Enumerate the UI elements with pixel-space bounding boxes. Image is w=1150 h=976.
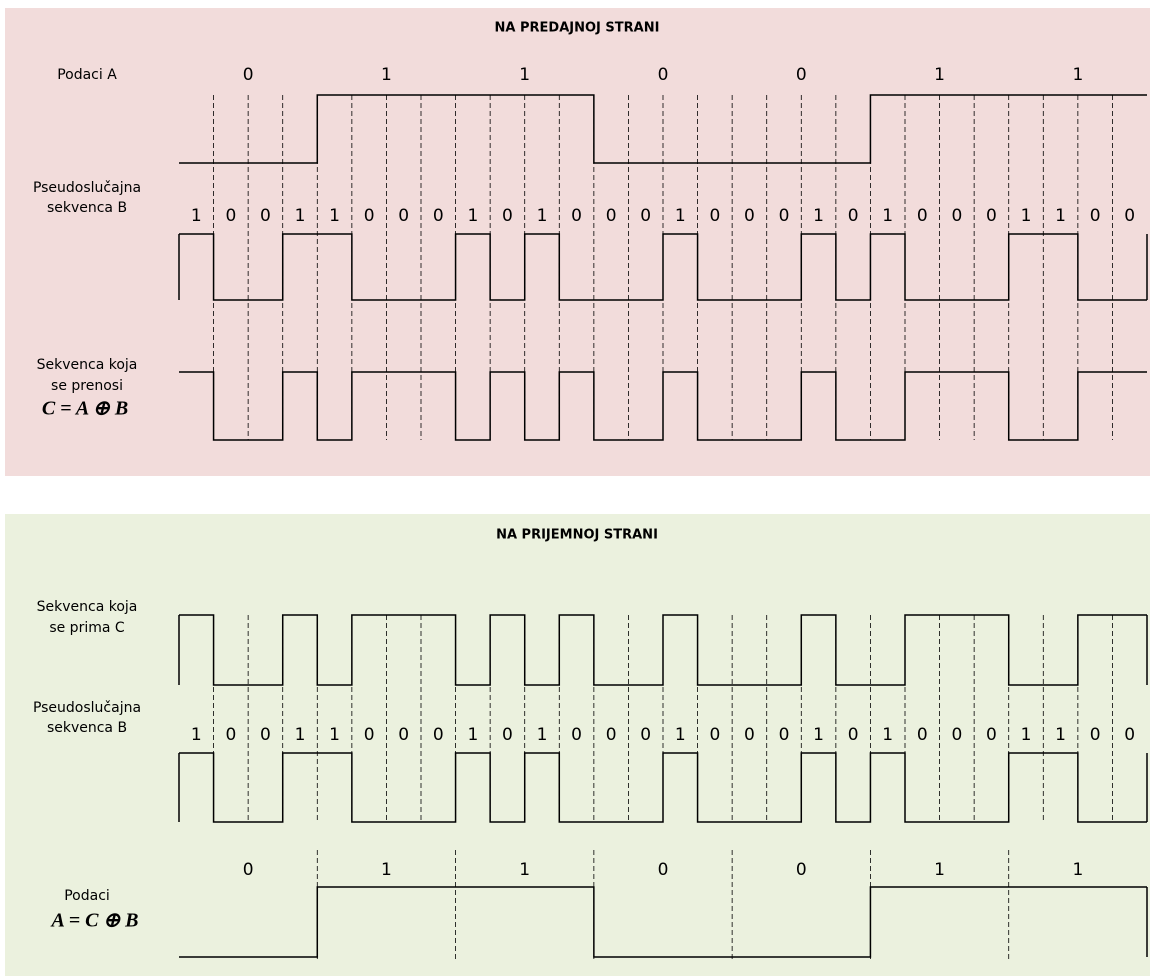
bit-label: 1	[882, 725, 893, 745]
tx-title: NA PREDAJNOJ STRANI	[495, 21, 660, 36]
bit-label: 1	[191, 206, 202, 226]
formula: C = A ⊕ B	[42, 398, 128, 420]
bit-label: 1	[813, 725, 824, 745]
waveform	[179, 614, 1147, 686]
bit-label: 1	[467, 206, 478, 226]
label: sekvenca B	[47, 720, 127, 736]
bit-label: 1	[381, 65, 392, 85]
bit-label: 0	[1124, 206, 1135, 226]
bit-label: 1	[813, 206, 824, 226]
bit-label: 1	[381, 860, 392, 880]
tx-panel	[5, 8, 1150, 476]
bit-label: 0	[606, 725, 617, 745]
bit-label: 0	[658, 65, 669, 85]
label: Pseudoslučajna	[33, 700, 141, 716]
bit-label: 0	[571, 725, 582, 745]
rx-title: NA PRIJEMNOJ STRANI	[496, 528, 658, 543]
bit-label: 0	[433, 725, 444, 745]
bit-label: 1	[1072, 65, 1083, 85]
waveform	[179, 371, 1147, 441]
bit-label: 1	[329, 725, 340, 745]
bit-label: 0	[986, 725, 997, 745]
bit-label: 0	[364, 725, 375, 745]
bit-label: 0	[951, 725, 962, 745]
label: Sekvenca koja	[37, 357, 138, 373]
bit-label: 1	[295, 725, 306, 745]
bit-label: 0	[1090, 725, 1101, 745]
bit-label: 1	[675, 206, 686, 226]
bit-label: 0	[744, 725, 755, 745]
bit-label: 1	[934, 860, 945, 880]
formula: A = C ⊕ B	[49, 910, 138, 932]
bit-label: 0	[779, 725, 790, 745]
layer	[178, 94, 1148, 960]
bit-label: 0	[1090, 206, 1101, 226]
bit-label: 1	[519, 65, 530, 85]
bit-label: 0	[640, 206, 651, 226]
bit-label: 0	[398, 725, 409, 745]
bit-label: 0	[917, 206, 928, 226]
bit-label: 1	[537, 725, 548, 745]
bit-label: 1	[1055, 206, 1066, 226]
bit-label: 0	[260, 206, 271, 226]
bit-label: 1	[295, 206, 306, 226]
bit-label: 0	[779, 206, 790, 226]
waveform	[179, 94, 1147, 164]
rx-panel	[5, 514, 1150, 976]
bit-label: 0	[398, 206, 409, 226]
bit-label: 0	[364, 206, 375, 226]
bit-label: 0	[571, 206, 582, 226]
bit-label: 0	[640, 725, 651, 745]
bit-label: 1	[1072, 860, 1083, 880]
label: Sekvenca koja	[37, 599, 138, 615]
bit-label: 1	[537, 206, 548, 226]
bit-label: 0	[796, 65, 807, 85]
bit-label: 1	[934, 65, 945, 85]
bit-label: 0	[243, 65, 254, 85]
bit-label: 0	[658, 860, 669, 880]
bit-label: 0	[1124, 725, 1135, 745]
bit-label: 0	[433, 206, 444, 226]
bit-label: 0	[502, 206, 513, 226]
bit-label: 1	[1055, 725, 1066, 745]
bit-label: 0	[796, 860, 807, 880]
label: Podaci	[64, 888, 110, 904]
bit-label: 0	[709, 206, 720, 226]
bit-label: 1	[1021, 206, 1032, 226]
label: se prima C	[49, 620, 125, 636]
waveform	[179, 233, 1147, 301]
bit-label: 0	[951, 206, 962, 226]
bit-label: 0	[225, 725, 236, 745]
bit-label: 1	[675, 725, 686, 745]
bit-label: 0	[225, 206, 236, 226]
bit-label: 1	[519, 860, 530, 880]
bit-label: 0	[606, 206, 617, 226]
bit-label: 1	[1021, 725, 1032, 745]
label: Podaci A	[57, 67, 117, 83]
bit-label: 0	[848, 725, 859, 745]
bit-label: 0	[709, 725, 720, 745]
bit-label: 0	[243, 860, 254, 880]
bit-label: 0	[260, 725, 271, 745]
bit-label: 1	[467, 725, 478, 745]
bit-label: 1	[882, 206, 893, 226]
waveform	[179, 752, 1147, 823]
bit-label: 0	[502, 725, 513, 745]
bit-label: 0	[917, 725, 928, 745]
label: se prenosi	[51, 378, 123, 394]
label: sekvenca B	[47, 200, 127, 216]
bit-label: 1	[329, 206, 340, 226]
bit-label: 0	[744, 206, 755, 226]
waveform	[179, 886, 1147, 958]
bit-label: 0	[986, 206, 997, 226]
bit-label: 1	[191, 725, 202, 745]
label: Pseudoslučajna	[33, 180, 141, 196]
bit-label: 0	[848, 206, 859, 226]
